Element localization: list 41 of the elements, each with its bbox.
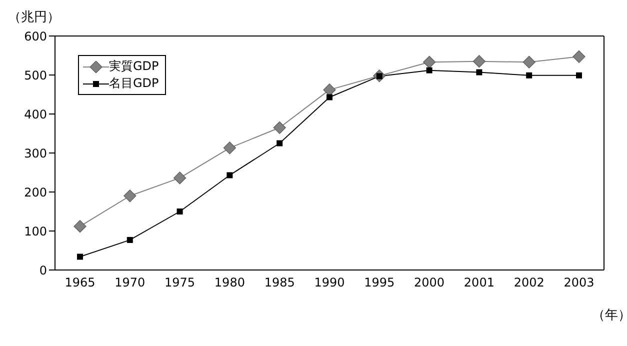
x-tick-label: 1990 (314, 276, 345, 290)
point (223, 142, 236, 154)
x-tick-label: 1985 (264, 276, 295, 290)
point (176, 208, 183, 214)
x-tick-label: 1970 (114, 276, 146, 290)
point (273, 121, 286, 134)
y-axis-title: （兆円） (8, 9, 60, 26)
x-tick-label: 1965 (64, 276, 96, 290)
x-tick-label: 1980 (214, 276, 245, 290)
x-tick-label: 2000 (414, 276, 445, 290)
x-tick-label: 1995 (364, 276, 395, 290)
point (476, 69, 482, 76)
point (174, 172, 186, 184)
point (522, 56, 536, 68)
point (77, 254, 83, 260)
point (576, 72, 582, 78)
y-tick-label: 200 (24, 185, 47, 200)
legend-label: 名目GDP (109, 75, 159, 92)
point (426, 67, 432, 74)
point (276, 140, 283, 146)
y-tick-label: 300 (24, 146, 47, 160)
point (126, 236, 133, 243)
point (226, 172, 233, 178)
x-tick-label: 2002 (514, 276, 544, 290)
x-tick-label: 1975 (164, 276, 196, 290)
y-tick-label: 600 (24, 29, 47, 44)
point (526, 72, 532, 78)
y-tick-label: 500 (24, 68, 47, 82)
x-tick-label: 2003 (564, 276, 594, 290)
y-tick-label: 100 (24, 224, 47, 238)
y-tick-label: 0 (39, 263, 47, 278)
point (124, 190, 136, 202)
point (326, 94, 332, 100)
point (572, 50, 586, 63)
point (74, 220, 86, 233)
point (472, 55, 486, 68)
point (423, 56, 436, 68)
y-tick-label: 400 (24, 107, 47, 122)
legend-label: 実質GDP (109, 58, 159, 75)
x-tick-label: 2001 (464, 276, 494, 290)
x-axis-title: （年） (592, 307, 627, 324)
